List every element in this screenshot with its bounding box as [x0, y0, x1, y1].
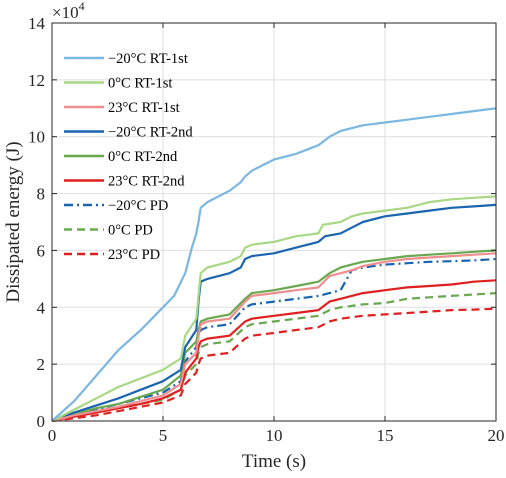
legend-entry-label: 23°C RT-1st [108, 100, 180, 116]
series-line [51, 107, 497, 422]
series-line [51, 195, 497, 422]
legend-entry-label: −20°C PD [108, 198, 168, 214]
legend-entry-label: 0°C PD [108, 223, 153, 239]
x-axis-title: Time (s) [242, 451, 306, 472]
y-tick-label: 12 [28, 71, 45, 90]
legend-entry-label: −20°C RT-1st [108, 51, 188, 67]
y-tick-label: 0 [37, 412, 46, 431]
x-tick-label: 5 [159, 426, 168, 445]
y-tick-label: 10 [28, 128, 45, 147]
legend-entry-label: 23°C PD [108, 247, 160, 263]
series-lines [51, 107, 497, 423]
series-line [51, 249, 497, 423]
series-line [51, 252, 497, 423]
series-line [51, 279, 497, 423]
y-axis-title: Dissipated energy (J) [3, 141, 24, 302]
series-line [51, 307, 497, 423]
series-line [51, 292, 497, 423]
y-tick-label: 14 [28, 14, 46, 33]
legend-entry-label: 0°C RT-1st [108, 76, 172, 92]
legend-entry-label: 0°C RT-2nd [108, 149, 178, 165]
y-tick-label: 8 [37, 185, 46, 204]
series-line [51, 203, 497, 423]
y-tick-label: 6 [37, 241, 46, 260]
x-tick-label: 20 [488, 426, 505, 445]
axis-ticks: 0 5 10 15 20 0 2 4 6 8 10 12 14 [28, 14, 505, 445]
y-tick-label: 2 [37, 355, 46, 374]
series-line [51, 257, 497, 423]
x-tick-label: 15 [377, 426, 394, 445]
legend-entry-label: −20°C RT-2nd [108, 125, 193, 141]
x-tick-label: 0 [48, 426, 57, 445]
y-exponent-label: ×104 [52, 0, 85, 22]
legend: −20°C RT-1st 0°C RT-1st 23°C RT-1st −20°C R… [64, 51, 193, 263]
x-tick-label: 10 [266, 426, 283, 445]
y-tick-label: 4 [37, 298, 46, 317]
legend-entry-label: 23°C RT-2nd [108, 174, 185, 190]
